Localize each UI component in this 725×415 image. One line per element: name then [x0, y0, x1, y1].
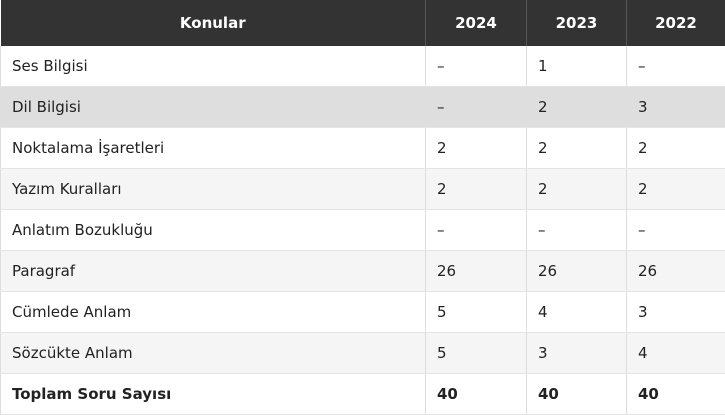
value-cell: 40: [627, 374, 725, 415]
value-cell: 5: [426, 333, 527, 374]
value-cell: –: [527, 210, 627, 251]
table-row: Ses Bilgisi–1–: [1, 46, 725, 87]
value-cell: –: [627, 210, 725, 251]
value-cell: 3: [627, 87, 725, 128]
value-cell: 26: [426, 251, 527, 292]
value-cell: 40: [527, 374, 627, 415]
value-cell: –: [627, 46, 725, 87]
value-cell: 2: [527, 128, 627, 169]
value-cell: –: [426, 87, 527, 128]
header-cell: 2024: [426, 0, 527, 46]
header-cell: 2022: [627, 0, 725, 46]
topic-cell: Toplam Soru Sayısı: [1, 374, 426, 415]
value-cell: 26: [527, 251, 627, 292]
value-cell: 4: [627, 333, 725, 374]
header-cell: 2023: [527, 0, 627, 46]
value-cell: 2: [426, 169, 527, 210]
table-row: Anlatım Bozukluğu–––: [1, 210, 725, 251]
value-cell: 2: [627, 128, 725, 169]
value-cell: 2: [426, 128, 527, 169]
value-cell: 26: [627, 251, 725, 292]
value-cell: 4: [527, 292, 627, 333]
topic-cell: Ses Bilgisi: [1, 46, 426, 87]
topic-cell: Sözcükte Anlam: [1, 333, 426, 374]
value-cell: 2: [527, 169, 627, 210]
value-cell: –: [426, 46, 527, 87]
topic-cell: Cümlede Anlam: [1, 292, 426, 333]
topic-cell: Anlatım Bozukluğu: [1, 210, 426, 251]
value-cell: 40: [426, 374, 527, 415]
value-cell: 2: [527, 87, 627, 128]
header-cell: Konular: [1, 0, 426, 46]
value-cell: –: [426, 210, 527, 251]
value-cell: 2: [627, 169, 725, 210]
value-cell: 1: [527, 46, 627, 87]
value-cell: 3: [527, 333, 627, 374]
topic-cell: Paragraf: [1, 251, 426, 292]
topic-cell: Dil Bilgisi: [1, 87, 426, 128]
value-cell: 5: [426, 292, 527, 333]
topic-cell: Noktalama İşaretleri: [1, 128, 426, 169]
topic-cell: Yazım Kuralları: [1, 169, 426, 210]
value-cell: 3: [627, 292, 725, 333]
